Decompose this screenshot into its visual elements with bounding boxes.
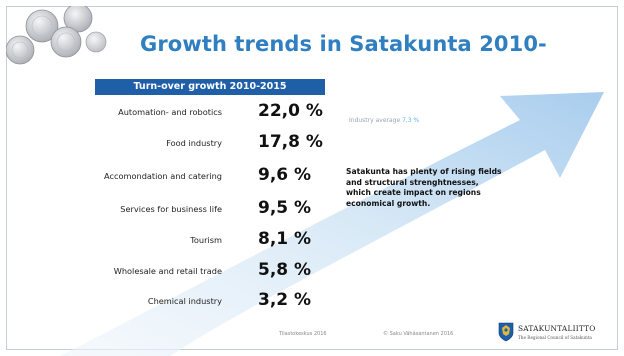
row-value: 3,2 % — [258, 290, 312, 310]
callout-text: Satakunta has plenty of rising fields an… — [346, 167, 502, 208]
row-value: 17,8 % — [258, 132, 323, 152]
row-value: 22,0 % — [258, 101, 323, 121]
growth-row: Services for business life 9,5 % — [60, 198, 340, 224]
coins-icon — [6, 6, 107, 65]
row-value: 8,1 % — [258, 229, 312, 249]
source-footer: Tilastokeskus 2016 — [279, 331, 327, 337]
row-value: 9,5 % — [258, 198, 312, 218]
row-value: 9,6 % — [258, 165, 312, 185]
satakuntaliitto-logo: SATAKUNTALIITTO The Regional Council of … — [498, 322, 616, 344]
row-label: Tourism — [190, 235, 222, 245]
growth-row: Tourism 8,1 % — [60, 229, 340, 255]
row-label: Automation- and robotics — [118, 107, 222, 117]
subtitle-bar: Turn-over growth 2010-2015 — [95, 79, 325, 95]
row-value: 5,8 % — [258, 260, 312, 280]
slide-frame — [6, 6, 618, 350]
row-label: Wholesale and retail trade — [113, 266, 222, 276]
industry-average: Industry average 7,3 % — [349, 117, 419, 124]
growth-row: Automation- and robotics 22,0 % — [60, 101, 340, 127]
copyright-footer: © Saku Vähäsantanen 2016 — [383, 331, 454, 337]
growth-row: Accomondation and catering 9,6 % — [60, 165, 340, 191]
row-label: Accomondation and catering — [104, 171, 222, 181]
slide-title: Growth trends in Satakunta 2010- — [140, 32, 547, 56]
row-label: Food industry — [166, 138, 222, 148]
logo-name: SATAKUNTALIITTO — [518, 324, 596, 333]
growth-row: Food industry 17,8 % — [60, 132, 340, 158]
growth-row: Chemical industry 3,2 % — [60, 290, 340, 316]
industry-average-value: 7,3 % — [402, 117, 420, 124]
row-label: Services for business life — [120, 204, 222, 214]
row-label: Chemical industry — [147, 296, 222, 306]
logo-subtitle: The Regional Council of Satakunta — [518, 335, 592, 340]
coat-of-arms-icon — [498, 322, 514, 342]
industry-average-label: Industry average — [349, 117, 401, 124]
growth-row: Wholesale and retail trade 5,8 % — [60, 260, 340, 286]
